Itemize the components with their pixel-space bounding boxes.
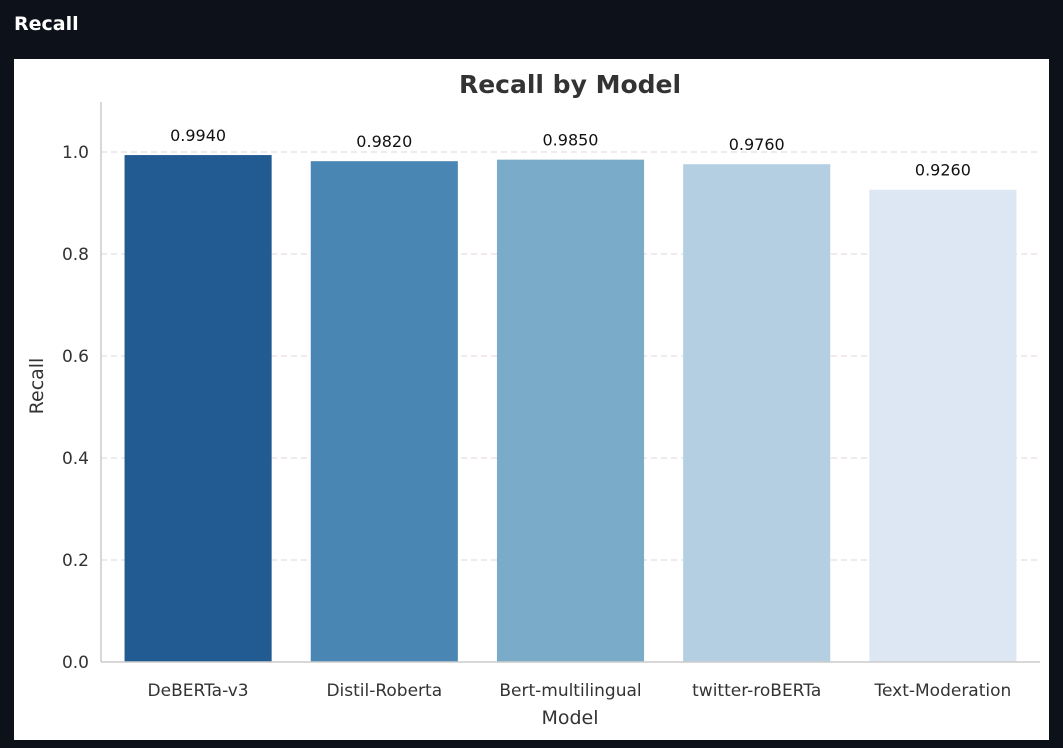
bar-text-moderation bbox=[869, 189, 1017, 663]
bar-distil-roberta bbox=[310, 161, 458, 662]
y-tick-label: 0.6 bbox=[62, 347, 89, 367]
bar-value-label: 0.9940 bbox=[170, 126, 226, 145]
y-ticks: 0.0 0.2 0.4 0.6 0.8 1.0 bbox=[62, 143, 89, 673]
panel-title: Recall bbox=[14, 13, 79, 35]
x-ticks: DeBERTa-v3 Distil-Roberta Bert-multilingua… bbox=[148, 681, 1012, 701]
bar-value-label: 0.9260 bbox=[915, 161, 971, 180]
x-tick-label: Bert-multilingual bbox=[499, 681, 641, 701]
x-tick-label: twitter-roBERTa bbox=[692, 681, 821, 701]
value-labels: 0.9940 0.9820 0.9850 0.9760 0.9260 bbox=[170, 126, 971, 180]
bar-twitter-roberta bbox=[683, 164, 831, 662]
bar-deberta-v3 bbox=[124, 155, 272, 662]
x-axis-label: Model bbox=[541, 707, 598, 729]
bar-value-label: 0.9820 bbox=[356, 132, 412, 151]
y-tick-label: 0.0 bbox=[62, 653, 89, 673]
y-tick-label: 0.2 bbox=[62, 551, 89, 571]
y-tick-label: 1.0 bbox=[62, 143, 89, 163]
bar-bert-multilingual bbox=[496, 159, 645, 662]
bar-value-label: 0.9850 bbox=[543, 131, 599, 150]
y-tick-label: 0.8 bbox=[62, 245, 89, 265]
chart-title: Recall by Model bbox=[459, 70, 681, 99]
y-tick-label: 0.4 bbox=[62, 449, 89, 469]
bar-value-label: 0.9760 bbox=[729, 135, 785, 154]
x-tick-label: Text-Moderation bbox=[873, 681, 1011, 701]
y-axis-label: Recall bbox=[26, 358, 48, 415]
chart-panel: 0.9940 0.9820 0.9850 0.9760 0.9260 0.0 0.2 0.4… bbox=[14, 59, 1049, 740]
x-tick-label: Distil-Roberta bbox=[326, 681, 442, 701]
panel-header: Recall bbox=[0, 0, 1063, 48]
recall-bar-chart: 0.9940 0.9820 0.9850 0.9760 0.9260 0.0 0.2 0.4… bbox=[26, 70, 1040, 729]
x-tick-label: DeBERTa-v3 bbox=[148, 681, 249, 701]
bars bbox=[124, 155, 1017, 663]
